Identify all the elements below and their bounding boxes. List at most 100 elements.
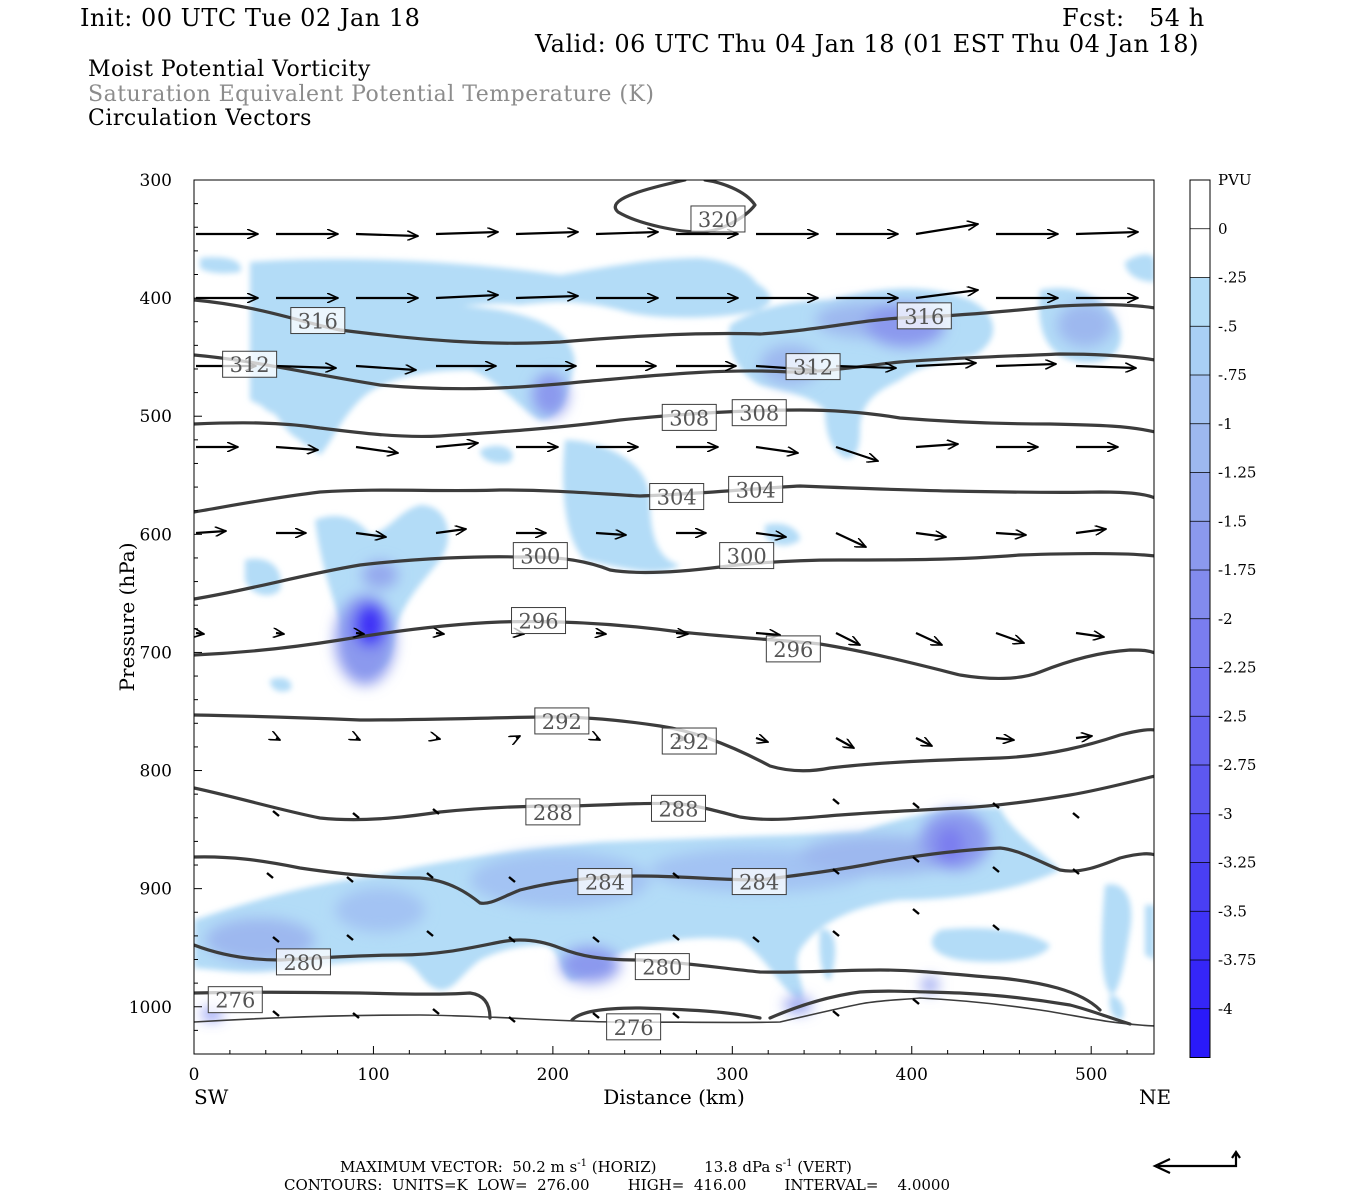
contour-label: 308 (661, 403, 717, 431)
pv-region (270, 677, 292, 692)
contour-label: 284 (577, 868, 633, 896)
circulation-vector (435, 295, 498, 298)
pv-colorbar: 0 -.25 -.5 -.75 -1 -1.25 -1.5 -1.75 -2 -2.25 -2.5 -… (1189, 179, 1256, 1058)
circulation-vector (276, 633, 284, 634)
field-title-pv: Moist Potential Vorticity (88, 57, 371, 82)
contour-292 (194, 713, 1154, 773)
circulation-vector (195, 531, 226, 533)
colorbar-swatch (1190, 180, 1210, 230)
circulation-vector (915, 533, 946, 537)
contour-label: 300 (719, 542, 775, 570)
colorbar-label: -2.5 (1218, 707, 1247, 725)
field-title-vectors: Circulation Vectors (88, 106, 312, 131)
circulation-vector (672, 1012, 680, 1019)
pv-region (200, 257, 241, 274)
circulation-vector (352, 1012, 360, 1019)
circulation-vector (832, 1010, 840, 1017)
circulation-vector (592, 1012, 600, 1019)
circulation-vector (355, 533, 386, 537)
circulation-vector (272, 1010, 280, 1017)
contour-label: 308 (731, 399, 787, 427)
circulation-vector (356, 738, 360, 741)
circulation-vector (755, 445, 798, 453)
circulation-vector (675, 633, 688, 634)
contour-info: CONTOURS: UNITS=K LOW= 276.00 HIGH= 416.… (284, 1176, 950, 1194)
contour-label: 316 (290, 307, 346, 335)
svg-text:288: 288 (533, 801, 573, 825)
svg-text:320: 320 (698, 208, 738, 232)
circulation-vector (508, 876, 516, 883)
circulation-vector (275, 447, 318, 450)
y-tick-label: 800 (140, 762, 172, 782)
circulation-vector (672, 872, 680, 879)
colorbar-swatch (1190, 570, 1210, 620)
circulation-vector (915, 290, 978, 300)
colorbar-label: -1.5 (1218, 512, 1247, 530)
svg-text:300: 300 (727, 545, 767, 569)
circulation-vector (595, 533, 626, 535)
circulation-vector (426, 872, 434, 879)
colorbar-swatch (1190, 862, 1210, 912)
circulation-vector (1075, 529, 1106, 533)
pv-region (245, 558, 281, 596)
circulation-vector (436, 633, 444, 634)
circulation-vector (352, 812, 360, 819)
circulation-vector (832, 798, 840, 805)
circulation-vector (1075, 366, 1136, 368)
forecast-hour: Fcst: 54 h (1062, 4, 1205, 32)
circulation-vector (435, 529, 466, 533)
svg-text:308: 308 (739, 402, 779, 426)
pv-core (532, 373, 568, 417)
circulation-vector (912, 908, 920, 915)
contour-300 (194, 552, 1154, 601)
valid-time: Valid: 06 UTC Thu 04 Jan 18 (01 EST Thu … (535, 30, 1199, 58)
svg-text:308: 308 (669, 406, 709, 430)
pv-core (936, 827, 964, 863)
pv-region (819, 929, 836, 980)
pv-core (1057, 303, 1113, 347)
y-tick-label: 700 (140, 643, 172, 663)
pv-core (560, 947, 620, 983)
circulation-vector (595, 232, 658, 234)
reference-vector-icon (1152, 1150, 1241, 1174)
x-tick-label: 500 (1075, 1065, 1107, 1085)
contour-label: 304 (728, 475, 784, 503)
contour-label: 296 (765, 635, 821, 663)
circulation-vector (1075, 736, 1092, 738)
colorbar-swatch (1190, 521, 1210, 571)
pv-region (560, 275, 771, 312)
colorbar-swatch (1190, 618, 1210, 668)
circulation-vector (752, 936, 760, 943)
pv-region (1125, 254, 1154, 282)
colorbar-swatch (1190, 277, 1210, 327)
circulation-vector (516, 735, 520, 738)
colorbar-swatch (1190, 667, 1210, 717)
circulation-vector (432, 808, 440, 815)
circulation-vector (835, 532, 866, 548)
circulation-vector (992, 866, 1000, 873)
pv-region (931, 928, 1050, 962)
contour-312 (194, 352, 1154, 391)
contour-label: 284 (731, 868, 787, 896)
circulation-vector (346, 876, 354, 883)
svg-text:296: 296 (773, 638, 813, 662)
y-tick-label: 500 (140, 407, 172, 427)
colorbar-label: -2.25 (1218, 659, 1256, 677)
contour-label: 276 (207, 986, 263, 1014)
colorbar-label: -3.5 (1218, 902, 1247, 920)
svg-text:304: 304 (736, 478, 776, 502)
x-end-label-ne: NE (1139, 1085, 1171, 1109)
pv-region (1101, 884, 1132, 995)
colorbar-swatch (1190, 326, 1210, 376)
pv-region (1145, 905, 1154, 960)
contour-label: 280 (634, 953, 690, 981)
circulation-vector (346, 934, 354, 941)
colorbar-label: -1 (1218, 415, 1233, 433)
svg-text:316: 316 (904, 305, 944, 329)
y-tick-label: 400 (140, 289, 172, 309)
colorbar-label: -3 (1218, 805, 1233, 823)
pv-region (1109, 995, 1125, 1020)
contour-284 (194, 846, 1154, 905)
colorbar-label: -.75 (1218, 366, 1247, 384)
